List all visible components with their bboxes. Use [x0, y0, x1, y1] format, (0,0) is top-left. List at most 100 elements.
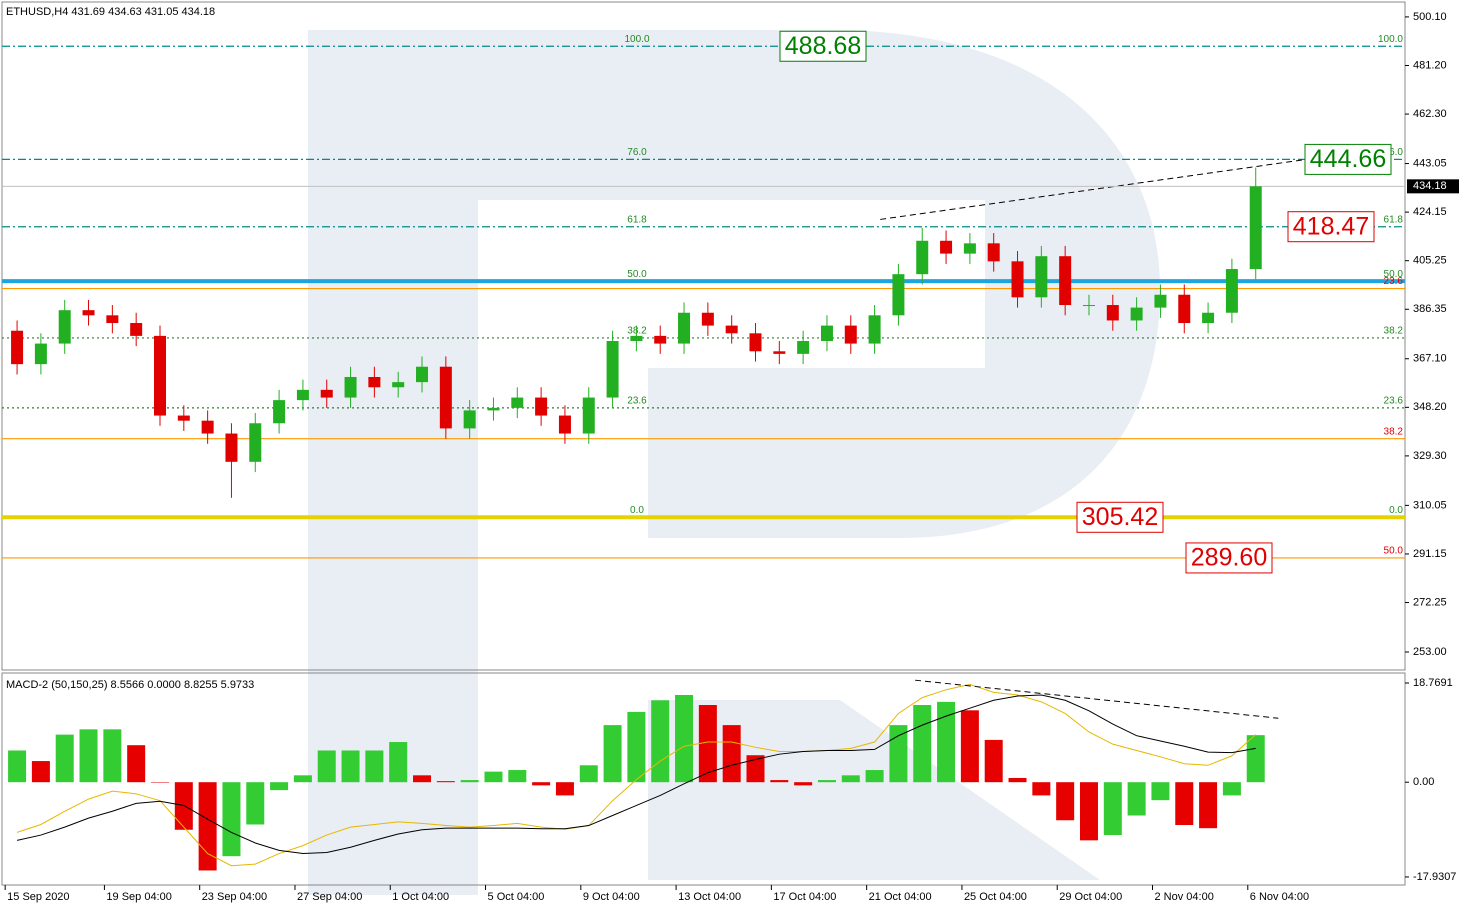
candle-body [1178, 294, 1191, 324]
histogram-bar [436, 781, 455, 783]
y-tick-label: 386.35 [1413, 303, 1447, 315]
histogram-bar [341, 750, 360, 783]
signal-line [16, 683, 1257, 867]
level-label: 76.0 [1384, 147, 1404, 158]
level-label: 100.0 [1378, 34, 1403, 45]
candle-body [439, 366, 452, 429]
x-tick-label: 5 Oct 04:00 [488, 891, 545, 903]
histogram-bar [627, 711, 646, 783]
x-tick-label: 25 Oct 04:00 [964, 891, 1027, 903]
histogram-bar [1175, 782, 1194, 826]
histogram-bar [865, 770, 884, 783]
histogram-bar [603, 725, 622, 783]
level-label: 50.0 [1384, 546, 1404, 557]
price-box-label: 305.42 [1082, 503, 1158, 531]
candle-body [820, 325, 833, 342]
x-tick-label: 17 Oct 04:00 [773, 891, 836, 903]
histogram-bar [222, 782, 241, 857]
candle-body [773, 351, 786, 354]
candle-body [1106, 305, 1119, 321]
current-price-box [1407, 179, 1459, 194]
histogram-bar [651, 700, 670, 783]
y-tick-label: 367.10 [1413, 353, 1447, 365]
price-box-label: 289.60 [1191, 544, 1267, 572]
candle-body [296, 389, 309, 401]
y-tick-label: 0.00 [1413, 776, 1434, 788]
candle-body [844, 325, 857, 344]
watermark-leg [648, 700, 1100, 880]
candle-body [201, 420, 214, 434]
macd-pane [1, 672, 1406, 886]
histogram-bar [770, 780, 789, 783]
histogram-bar [55, 734, 74, 783]
candle-body [987, 243, 1000, 262]
candle-body [797, 341, 810, 354]
histogram-bar [270, 782, 289, 791]
histogram-bar [317, 750, 336, 783]
y-tick-label: 443.05 [1413, 157, 1447, 169]
histogram-bar [722, 725, 741, 783]
price-box-label: 444.66 [1310, 145, 1386, 173]
trendline [915, 679, 1279, 719]
candle-body [34, 343, 47, 365]
price-box [1287, 211, 1375, 243]
candle-body [1202, 312, 1215, 324]
y-tick-label: 462.30 [1413, 108, 1447, 120]
histogram-bar [1103, 782, 1122, 836]
histogram-bar [389, 742, 408, 783]
indicator-title: MACD-2 (50,150,25) 8.5566 0.0000 8.8255 … [6, 679, 254, 691]
candle-body [273, 400, 286, 424]
candle-body [535, 397, 548, 416]
watermark-bowl [478, 30, 1160, 538]
candle-body [630, 335, 643, 342]
candle-body [1035, 256, 1048, 298]
macd-line [16, 694, 1256, 855]
level-label: 76.0 [627, 147, 647, 158]
candle-body [558, 415, 571, 434]
candle-body [701, 312, 714, 326]
price-box-label: 488.68 [785, 32, 861, 60]
histogram-bar [698, 705, 717, 783]
price-box [1076, 501, 1164, 533]
histogram-bar [1246, 735, 1265, 783]
histogram-bar [127, 745, 146, 783]
candle-body [582, 397, 595, 434]
histogram-bar [913, 705, 932, 783]
candle-body [916, 240, 929, 275]
candle-body [463, 410, 476, 429]
candle-body [58, 310, 71, 344]
histogram-bar [1056, 782, 1075, 821]
candle-body [153, 335, 166, 416]
y-tick-label: 310.05 [1413, 499, 1447, 511]
trendline [880, 159, 1306, 220]
histogram-bar [1008, 777, 1027, 783]
histogram-bar [555, 782, 574, 796]
candle-body [963, 243, 976, 254]
candle-body [392, 382, 405, 388]
histogram-bar [889, 725, 908, 783]
candle-body [416, 366, 429, 383]
candle-body [177, 415, 190, 421]
y-tick-label: 329.30 [1413, 450, 1447, 462]
histogram-bar [8, 750, 27, 783]
y-tick-label: 405.25 [1413, 255, 1447, 267]
candle-body [892, 274, 905, 316]
x-tick-label: 13 Oct 04:00 [678, 891, 741, 903]
candle-body [106, 315, 119, 324]
level-label: 23.6 [1384, 395, 1404, 406]
y-tick-label: 348.20 [1413, 401, 1447, 413]
candle-body [82, 310, 95, 316]
histogram-bar [1199, 782, 1218, 829]
level-label: 38.2 [627, 326, 647, 337]
histogram-bar [817, 780, 836, 783]
histogram-bar [960, 710, 979, 783]
histogram-bar [365, 750, 384, 783]
level-label: 0.0 [1389, 505, 1403, 516]
histogram-bar [984, 739, 1003, 783]
histogram-bar [246, 782, 265, 825]
candle-body [1059, 256, 1072, 306]
level-label: 38.2 [1384, 326, 1404, 337]
price-box [1304, 143, 1392, 175]
candle-body [868, 315, 881, 344]
